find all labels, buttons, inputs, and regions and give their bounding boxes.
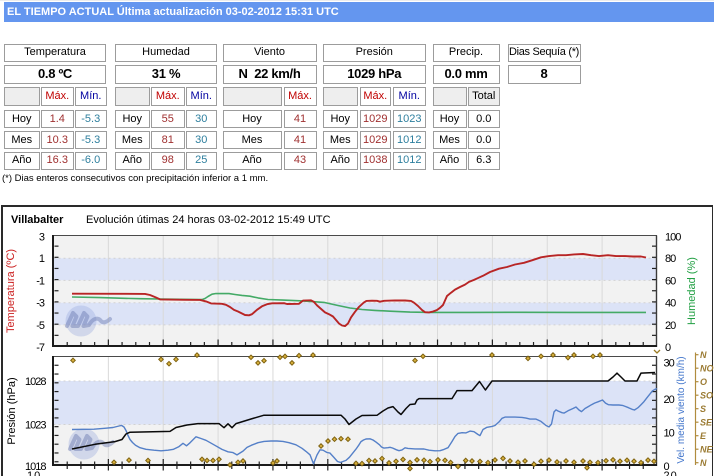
- svg-text:NO: NO: [700, 363, 714, 373]
- svg-text:0: 0: [665, 342, 671, 354]
- svg-text:-7: -7: [36, 342, 45, 354]
- svg-text:N: N: [700, 458, 707, 468]
- svg-text:20: 20: [664, 394, 675, 406]
- svg-text:1028: 1028: [25, 376, 46, 388]
- svg-text:1.0: 1.0: [27, 470, 40, 476]
- svg-text:Temperatura (ºC): Temperatura (ºC): [5, 249, 17, 333]
- svg-text:1023: 1023: [25, 420, 46, 432]
- svg-text:Vel. media viento (km/h): Vel. media viento (km/h): [676, 356, 687, 463]
- svg-text:20: 20: [665, 320, 676, 332]
- svg-text:2.0: 2.0: [664, 470, 677, 476]
- svg-text:E: E: [700, 431, 707, 441]
- svg-text:0: 0: [664, 461, 670, 473]
- svg-text:1018: 1018: [25, 461, 46, 473]
- svg-text:SE: SE: [700, 417, 713, 427]
- svg-text:N: N: [700, 350, 707, 360]
- svg-text:60: 60: [665, 275, 676, 287]
- svg-text:-3: -3: [36, 298, 45, 310]
- svg-text:SO: SO: [700, 390, 713, 400]
- svg-text:3: 3: [39, 232, 45, 244]
- svg-text:-5: -5: [36, 320, 45, 332]
- svg-text:Humedad (%): Humedad (%): [686, 257, 698, 325]
- svg-text:NE: NE: [700, 444, 713, 454]
- svg-text:S: S: [700, 404, 706, 414]
- svg-text:10: 10: [664, 428, 675, 440]
- svg-text:30: 30: [664, 358, 675, 370]
- svg-text:1: 1: [39, 253, 45, 265]
- svg-text:80: 80: [665, 253, 676, 265]
- svg-text:100: 100: [665, 232, 681, 244]
- svg-text:O: O: [700, 377, 707, 387]
- svg-text:Presión (hPa): Presión (hPa): [6, 377, 18, 444]
- svg-text:-1: -1: [36, 275, 45, 287]
- svg-text:40: 40: [665, 298, 676, 310]
